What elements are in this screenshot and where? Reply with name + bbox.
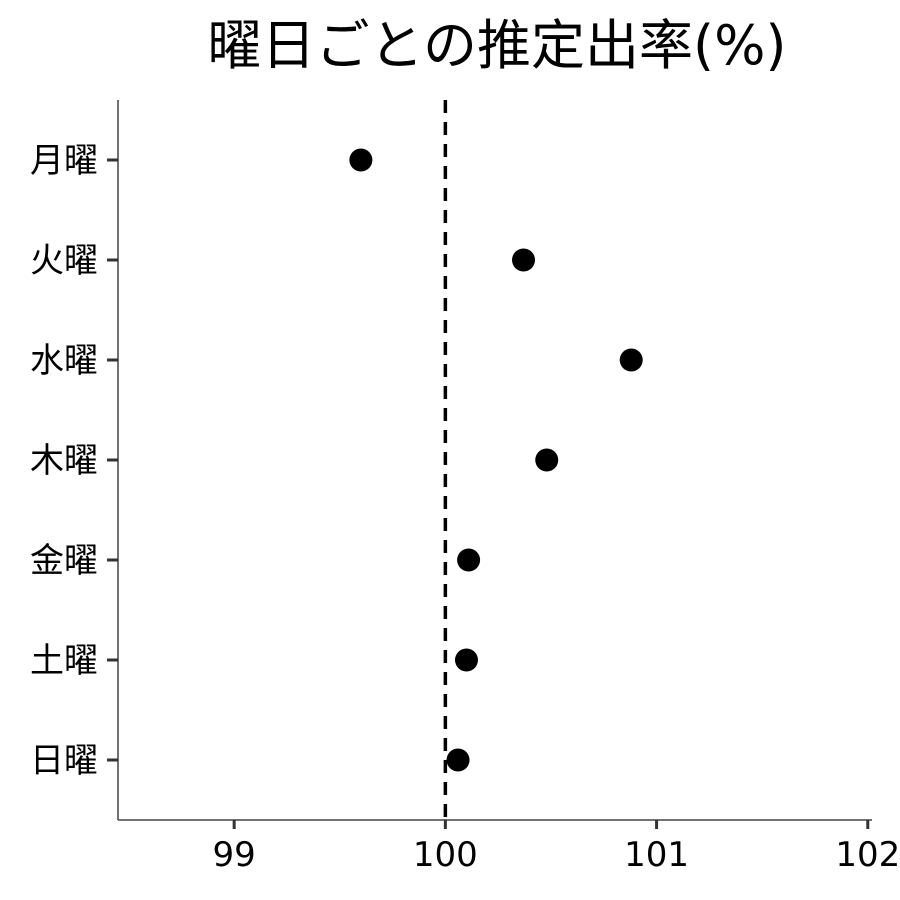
y-tick-label: 月曜: [30, 141, 98, 181]
y-tick-label: 土曜: [30, 641, 98, 681]
x-tick-label: 102: [835, 835, 900, 875]
data-point-1: [349, 148, 373, 172]
data-point-2: [512, 248, 536, 272]
data-points: [349, 148, 643, 772]
y-tick-label: 日曜: [30, 741, 98, 781]
y-tick-label: 金曜: [30, 541, 98, 581]
y-tick-label: 木曜: [30, 441, 98, 481]
x-tick-label: 101: [624, 835, 689, 875]
data-point-6: [454, 648, 478, 672]
y-tick-label: 火曜: [30, 241, 98, 281]
y-tick-label: 水曜: [30, 341, 98, 381]
data-point-7: [446, 748, 470, 772]
data-point-4: [535, 448, 559, 472]
chart-title: 曜日ごとの推定出率(%): [208, 14, 787, 77]
data-point-3: [619, 348, 643, 372]
x-tick-label: 100: [413, 835, 478, 875]
data-point-5: [457, 548, 481, 572]
x-tick-label: 99: [213, 835, 256, 875]
